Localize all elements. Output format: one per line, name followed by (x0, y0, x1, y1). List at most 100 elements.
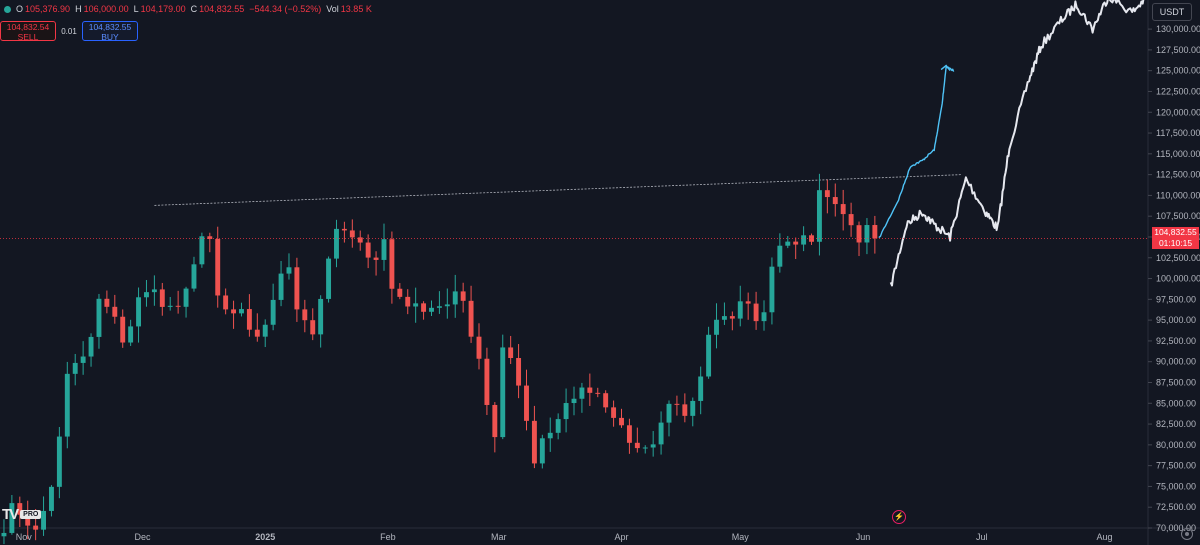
candle (88, 333, 94, 367)
low-value: 104,179.00 (140, 4, 186, 14)
candle (547, 417, 553, 452)
last-price-label: 104,832.55 01:10:15 (1152, 227, 1199, 250)
change-value: −544.34 (−0.52%) (249, 4, 322, 14)
resistance-trendline (154, 174, 962, 206)
candle (492, 402, 498, 453)
candle-body (405, 296, 411, 307)
candle-body (231, 309, 237, 314)
tradingview-logo[interactable]: TV PRO (2, 506, 42, 523)
candle-body (547, 432, 553, 439)
candle (864, 218, 870, 255)
buy-button[interactable]: 104,832.55 BUY (82, 21, 138, 42)
white-projection-line (889, 0, 1145, 287)
candle-body (104, 298, 110, 307)
blue-projection-line (878, 65, 955, 239)
candle (682, 393, 688, 423)
y-tick-label: 127,500.00 (1156, 45, 1200, 55)
lightning-icon[interactable]: ⚡ (892, 510, 906, 524)
high-key: H (75, 4, 82, 14)
candle-body (349, 230, 355, 238)
candle (365, 234, 371, 269)
candle-body (144, 292, 149, 298)
candle-body (80, 356, 86, 363)
sell-button[interactable]: 104,832.54 SELL (0, 21, 56, 42)
candle-body (270, 299, 276, 325)
candle-body (824, 190, 830, 198)
candle-body (500, 347, 506, 438)
candle-body (318, 298, 324, 335)
candle (619, 408, 624, 428)
candle (769, 257, 775, 325)
candle (524, 369, 529, 431)
y-tick-label: 95,000.00 (1156, 315, 1196, 325)
candle-body (619, 417, 624, 426)
candle (128, 319, 134, 346)
candle-body (207, 236, 213, 240)
candle-body (579, 387, 585, 399)
candle (690, 397, 696, 427)
candle (508, 335, 514, 364)
candle-body (421, 303, 427, 312)
candle (587, 373, 593, 406)
candle-body (41, 510, 46, 530)
candle (674, 395, 680, 416)
candle (468, 285, 474, 343)
candle-body (1, 532, 7, 537)
candle-body (753, 303, 759, 322)
candle (413, 287, 419, 323)
x-tick-label: Jun (856, 532, 871, 542)
y-tick-label: 112,500.00 (1156, 170, 1200, 180)
open-value: 105,376.90 (25, 4, 71, 14)
buy-label: BUY (101, 32, 119, 42)
candle-body (191, 264, 197, 289)
candle (856, 221, 862, 257)
candle-body (239, 309, 244, 314)
candle-body (310, 320, 316, 335)
candle-body (682, 404, 688, 416)
candle-body (365, 242, 371, 258)
gear-icon[interactable] (1181, 528, 1193, 540)
candles (1, 173, 878, 545)
candle-body (112, 306, 118, 317)
open-key: O (16, 4, 24, 14)
candle-body (88, 336, 94, 357)
candle (17, 496, 23, 528)
candle-body (777, 245, 783, 267)
candle (436, 291, 442, 314)
candle-body (563, 403, 569, 420)
candle (444, 288, 450, 319)
candle (334, 219, 339, 268)
candle-body (666, 403, 672, 423)
candle-body (634, 442, 640, 449)
candle (270, 283, 276, 331)
candle-body (17, 503, 23, 515)
y-tick-label: 100,000.00 (1156, 274, 1200, 284)
candle (120, 309, 126, 348)
candle (341, 221, 347, 243)
candle (9, 495, 15, 535)
candle (223, 288, 229, 315)
y-tick-label: 72,500.00 (1156, 502, 1196, 512)
pro-badge: PRO (20, 510, 42, 519)
candle-body (341, 228, 347, 231)
candle-body (334, 228, 339, 259)
candle-body (429, 307, 434, 312)
y-tick-label: 107,500.00 (1156, 211, 1200, 221)
candle-body (262, 324, 268, 337)
candle-body (785, 241, 791, 246)
bar-countdown: 01:10:15 (1158, 238, 1193, 249)
candle (144, 279, 149, 307)
y-tick-label: 102,500.00 (1156, 253, 1200, 263)
last-price-value: 104,832.55 (1154, 227, 1197, 238)
candle (302, 299, 308, 333)
y-tick-label: 115,000.00 (1156, 149, 1200, 159)
candle (603, 390, 609, 413)
candle-body (120, 316, 126, 343)
candle (658, 411, 664, 455)
candle-body (460, 291, 466, 301)
y-tick-label: 85,000.00 (1156, 398, 1196, 408)
price-axis: 70,000.00 72,500.00 75,000.00 77,500.00 80,0… (1148, 24, 1200, 533)
currency-button[interactable]: USDT (1152, 3, 1192, 21)
candle (191, 256, 197, 292)
